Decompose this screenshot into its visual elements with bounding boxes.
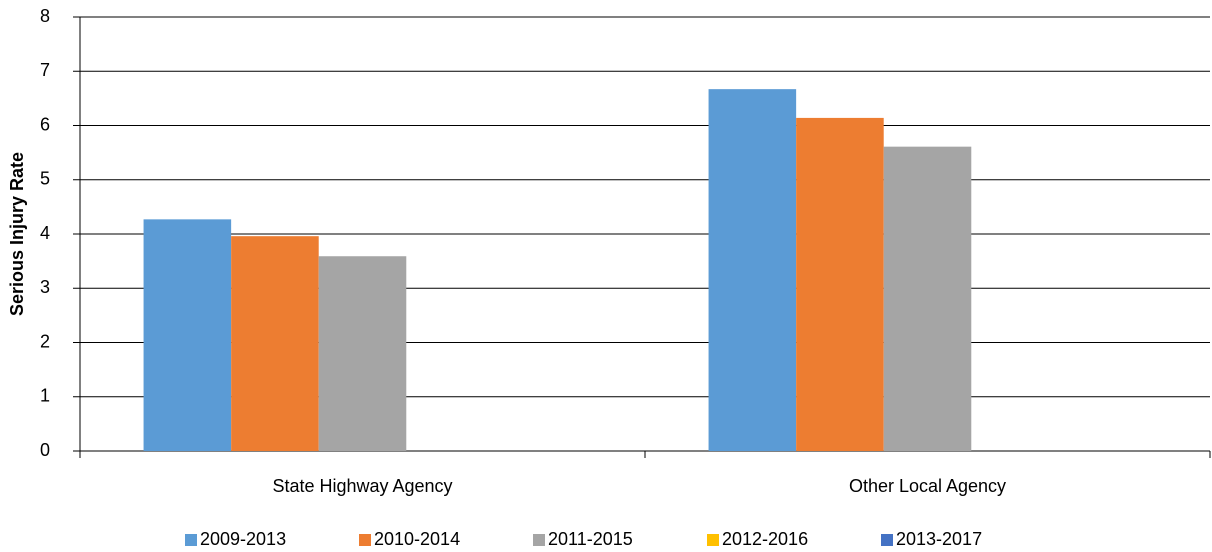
bar <box>883 146 972 451</box>
y-tick-label: 8 <box>40 6 50 26</box>
y-tick-label: 6 <box>40 114 50 134</box>
y-axis-label: Serious Injury Rate <box>7 152 27 316</box>
y-tick-label: 5 <box>40 169 50 189</box>
y-tick-label: 0 <box>40 440 50 460</box>
legend-swatch <box>359 534 371 546</box>
bar <box>318 256 407 451</box>
y-tick-label: 7 <box>40 60 50 80</box>
y-tick-label: 2 <box>40 331 50 351</box>
bar <box>231 236 319 451</box>
legend-swatch <box>881 534 893 546</box>
x-tick-label: Other Local Agency <box>849 476 1006 496</box>
y-tick-label: 1 <box>40 386 50 406</box>
bar <box>796 117 884 451</box>
legend-swatch <box>185 534 197 546</box>
legend-label: 2010-2014 <box>374 529 460 549</box>
legend-label: 2011-2015 <box>548 529 633 549</box>
y-tick-label: 3 <box>40 277 50 297</box>
legend-label: 2012-2016 <box>722 529 808 549</box>
legend-swatch <box>707 534 719 546</box>
bar <box>708 89 797 451</box>
y-tick-label: 4 <box>40 223 50 243</box>
legend-label: 2013-2017 <box>896 529 982 549</box>
bar <box>143 219 232 451</box>
legend-swatch <box>533 534 545 546</box>
x-tick-label: State Highway Agency <box>272 476 452 496</box>
legend-label: 2009-2013 <box>200 529 286 549</box>
